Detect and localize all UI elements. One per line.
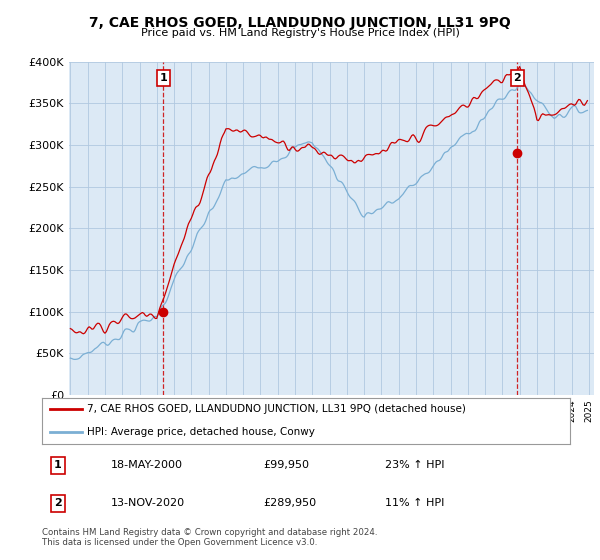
Text: 2: 2 <box>54 498 62 508</box>
Text: Price paid vs. HM Land Registry's House Price Index (HPI): Price paid vs. HM Land Registry's House … <box>140 28 460 38</box>
Text: 13-NOV-2020: 13-NOV-2020 <box>110 498 185 508</box>
Text: HPI: Average price, detached house, Conwy: HPI: Average price, detached house, Conw… <box>87 427 315 437</box>
Text: 23% ↑ HPI: 23% ↑ HPI <box>385 460 445 470</box>
Text: 2: 2 <box>514 73 521 83</box>
Text: £99,950: £99,950 <box>264 460 310 470</box>
Text: 18-MAY-2000: 18-MAY-2000 <box>110 460 182 470</box>
Text: 1: 1 <box>160 73 167 83</box>
Text: 11% ↑ HPI: 11% ↑ HPI <box>385 498 445 508</box>
Text: 1: 1 <box>54 460 62 470</box>
Text: 7, CAE RHOS GOED, LLANDUDNO JUNCTION, LL31 9PQ (detached house): 7, CAE RHOS GOED, LLANDUDNO JUNCTION, LL… <box>87 404 466 414</box>
Text: 7, CAE RHOS GOED, LLANDUDNO JUNCTION, LL31 9PQ: 7, CAE RHOS GOED, LLANDUDNO JUNCTION, LL… <box>89 16 511 30</box>
Text: £289,950: £289,950 <box>264 498 317 508</box>
Text: Contains HM Land Registry data © Crown copyright and database right 2024.
This d: Contains HM Land Registry data © Crown c… <box>42 528 377 547</box>
